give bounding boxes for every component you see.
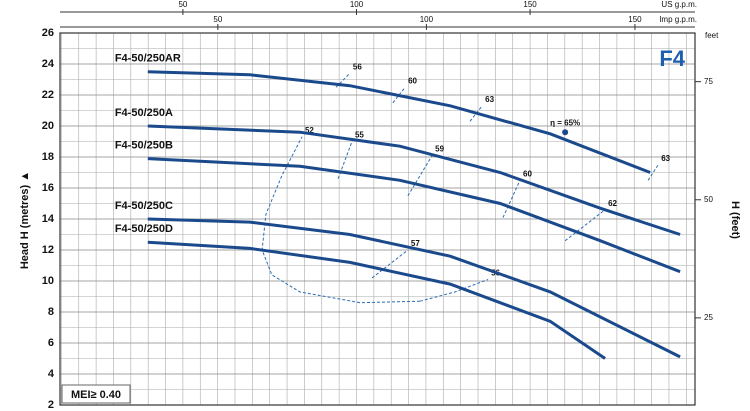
efficiency-label: 52	[305, 126, 314, 135]
y-tick-label: 10	[42, 275, 54, 287]
pump-curve	[147, 70, 651, 174]
y-tick-label: 12	[42, 244, 54, 256]
best-efficiency-point	[562, 129, 569, 136]
efficiency-label: 55	[355, 131, 364, 140]
pump-curve	[147, 157, 681, 274]
efficiency-line	[261, 136, 421, 304]
x2-axis-title: Imp g.p.m.	[659, 15, 697, 24]
y-axis-title: Head H (metres) ▲	[19, 171, 31, 269]
efficiency-line	[335, 72, 351, 88]
efficiency-line	[564, 209, 606, 242]
x2-tick-label: 50	[213, 15, 222, 24]
x2-tick-label: 100	[420, 15, 434, 24]
curve-label: F4-50/250D	[115, 223, 173, 235]
y-tick-label: 26	[42, 27, 54, 39]
efficiency-line	[647, 164, 659, 181]
efficiency-line	[502, 180, 521, 218]
chart-title: F4	[659, 46, 685, 71]
curve-label: F4-50/250A	[115, 107, 173, 119]
efficiency-label: 56	[353, 62, 362, 71]
efficiency-label: 57	[411, 239, 420, 248]
efficiency-label: 63	[661, 154, 670, 163]
efficiency-label: 63	[485, 95, 494, 104]
curve-label: F4-50/250B	[115, 139, 173, 151]
pump-curve	[147, 240, 606, 360]
efficiency-label: 59	[435, 145, 444, 154]
y2-tick-label: 75	[704, 77, 713, 86]
y2-axis-title: H (feet)	[729, 201, 741, 239]
pump-curve	[147, 217, 681, 359]
efficiency-label: 62	[608, 199, 617, 208]
y-tick-label: 16	[42, 182, 54, 194]
y-tick-label: 24	[42, 58, 55, 70]
pump-curve	[147, 124, 681, 236]
best-efficiency-label: η = 65%	[550, 118, 580, 127]
efficiency-line	[407, 155, 433, 197]
curve-label: F4-50/250AR	[115, 53, 181, 65]
efficiency-line	[392, 86, 406, 104]
y-tick-label: 14	[42, 213, 55, 225]
efficiency-label: 60	[408, 76, 417, 85]
y-tick-label: 8	[48, 306, 54, 318]
y-tick-label: 6	[48, 337, 54, 349]
efficiency-label: 60	[523, 169, 532, 178]
y-tick-label: 2	[48, 399, 54, 411]
y-tick-label: 4	[48, 368, 55, 380]
y-tick-label: 20	[42, 120, 54, 132]
y2-unit: feet	[705, 31, 719, 40]
y-tick-label: 22	[42, 89, 54, 101]
badge: MEI≥ 0.40	[71, 389, 121, 401]
efficiency-line	[419, 279, 489, 302]
x-tick-label: 50	[178, 0, 187, 9]
efficiency-line	[469, 105, 483, 122]
y2-tick-label: 50	[704, 195, 713, 204]
curve-label: F4-50/250C	[115, 200, 173, 212]
efficiency-line	[371, 249, 409, 279]
x-tick-label: 100	[350, 0, 364, 9]
x-axis-title: US g.p.m.	[661, 0, 697, 9]
badge-box	[61, 384, 131, 404]
plot-frame	[59, 32, 696, 406]
y2-tick-label: 25	[704, 313, 713, 322]
x2-tick-label: 150	[628, 15, 642, 24]
y-tick-label: 18	[42, 151, 54, 163]
x-tick-label: 150	[523, 0, 537, 9]
